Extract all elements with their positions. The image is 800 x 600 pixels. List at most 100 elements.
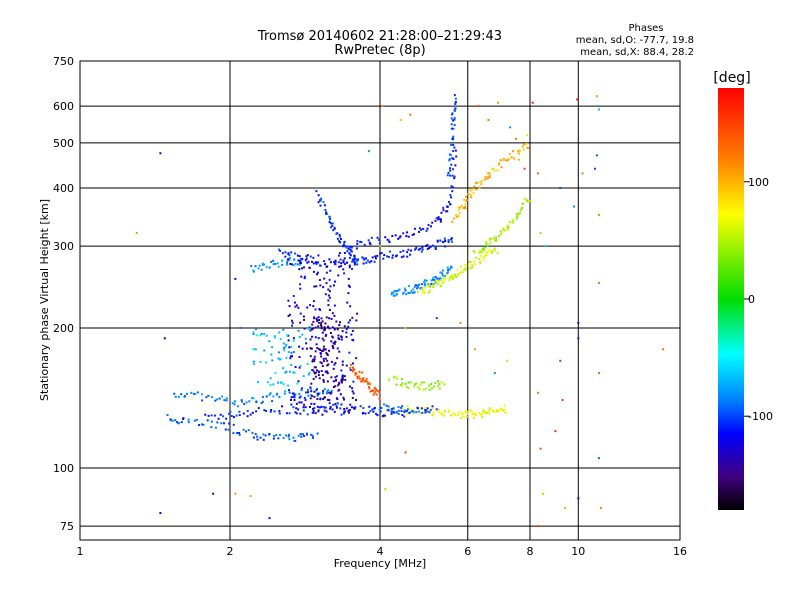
data-point (448, 159, 451, 162)
data-point (262, 433, 265, 436)
data-point (486, 251, 489, 254)
data-point (503, 229, 506, 232)
data-point (451, 240, 454, 243)
data-point (472, 188, 475, 191)
data-point (355, 398, 357, 401)
data-point (457, 413, 460, 416)
data-point (292, 395, 295, 398)
data-point (329, 285, 332, 288)
data-point (329, 261, 332, 264)
data-point (339, 241, 342, 244)
data-point (472, 250, 475, 253)
x-tick-label: 6 (464, 545, 471, 558)
data-point (446, 205, 449, 208)
data-point (331, 408, 334, 411)
data-point (287, 435, 290, 438)
data-point (264, 434, 267, 437)
data-point (444, 245, 447, 248)
data-point (404, 382, 407, 385)
data-point (304, 259, 307, 262)
chart-title: Tromsø 20140602 21:28:00–21:29:43 (257, 29, 502, 44)
data-point (340, 338, 343, 341)
data-point (450, 127, 453, 130)
data-point (273, 335, 276, 338)
data-point (407, 284, 410, 287)
data-point (353, 407, 356, 410)
data-point (469, 189, 472, 192)
data-point (518, 149, 521, 152)
data-point (461, 413, 464, 416)
data-point (216, 421, 219, 424)
data-point (354, 406, 357, 409)
data-point (401, 382, 404, 385)
data-point (478, 411, 481, 414)
data-point (406, 231, 409, 234)
data-point (518, 211, 521, 214)
data-point (371, 389, 374, 392)
data-point (301, 333, 304, 336)
data-point (331, 312, 334, 315)
data-point (320, 370, 323, 373)
data-point (418, 388, 421, 391)
data-point (498, 163, 501, 166)
data-point (330, 360, 333, 363)
data-point (380, 252, 383, 255)
data-point (302, 406, 305, 409)
data-point (340, 262, 343, 265)
data-point (234, 400, 237, 403)
data-point (338, 235, 341, 238)
data-point (425, 229, 428, 232)
data-point (479, 262, 482, 265)
data-point (457, 215, 460, 218)
data-point (406, 408, 409, 411)
data-point (348, 266, 351, 269)
data-point (272, 395, 275, 398)
data-point (411, 409, 414, 412)
data-point (432, 278, 435, 281)
data-point (190, 391, 193, 394)
data-point (454, 274, 457, 277)
data-point (405, 410, 408, 413)
data-point (327, 325, 330, 328)
data-point (317, 374, 320, 377)
data-point (423, 282, 426, 285)
data-point (466, 199, 469, 202)
data-point (292, 371, 295, 374)
data-point (488, 171, 491, 174)
data-point (269, 377, 272, 380)
data-point (318, 377, 321, 380)
data-point (254, 328, 257, 331)
data-point (252, 332, 255, 335)
data-point (430, 387, 433, 390)
data-point (323, 277, 326, 280)
data-point (420, 407, 423, 410)
data-point (597, 108, 600, 111)
data-point (335, 404, 338, 407)
data-point (452, 119, 455, 122)
data-point (392, 407, 395, 410)
data-point (334, 361, 337, 364)
data-point (409, 113, 412, 116)
data-point (293, 396, 296, 399)
data-point (326, 390, 329, 393)
data-point (444, 277, 447, 280)
data-point (447, 240, 450, 243)
data-point (293, 439, 296, 442)
data-point (297, 408, 300, 411)
data-point (544, 245, 547, 248)
y-tick-label: 75 (60, 520, 74, 533)
data-point (347, 321, 350, 324)
data-point (337, 334, 340, 337)
data-point (381, 415, 384, 418)
data-point (515, 137, 518, 140)
data-point (326, 265, 329, 268)
data-point (431, 405, 434, 408)
data-point (381, 105, 384, 108)
data-point (308, 326, 311, 329)
data-point (420, 381, 423, 384)
data-point (356, 242, 359, 245)
data-point (454, 107, 457, 110)
data-point (328, 216, 331, 219)
y-tick-label: 500 (53, 137, 74, 150)
data-point (177, 395, 180, 398)
